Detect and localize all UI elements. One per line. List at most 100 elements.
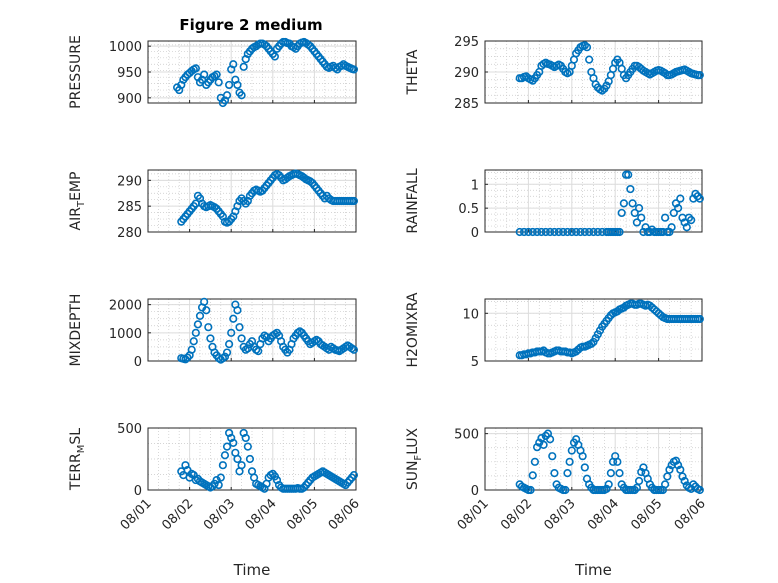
x-tick-label: 08/04 xyxy=(585,496,622,533)
x-tick-label: 08/02 xyxy=(159,496,196,533)
y-axis-label: AIRTEMP xyxy=(68,172,87,231)
data-point xyxy=(189,337,198,346)
data-point xyxy=(216,473,225,482)
data-point xyxy=(602,484,611,493)
data-point xyxy=(630,208,639,218)
data-point xyxy=(661,213,670,222)
data-point xyxy=(550,468,559,478)
data-point xyxy=(572,227,581,237)
y-tick-label: 0 xyxy=(134,484,142,499)
data-point xyxy=(628,199,637,208)
x-tick-label: 08/01 xyxy=(118,496,155,533)
data-point xyxy=(695,194,704,203)
data-point xyxy=(617,208,626,218)
data-point xyxy=(537,227,546,237)
data-point xyxy=(218,461,227,470)
y-tick-label: 900 xyxy=(117,92,142,107)
data-point xyxy=(580,227,589,237)
data-point xyxy=(535,438,544,447)
data-point xyxy=(237,334,246,343)
y-tick-label: 1000 xyxy=(109,40,142,55)
data-point xyxy=(200,297,209,306)
data-point xyxy=(615,227,624,237)
data-point xyxy=(665,227,674,237)
data-point xyxy=(214,78,223,87)
x-axis-label: Time xyxy=(574,561,612,579)
data-point xyxy=(528,471,537,480)
data-point xyxy=(632,218,642,227)
data-point xyxy=(587,339,596,348)
y-tick-label: 0 xyxy=(471,484,479,499)
x-tick-label: 08/03 xyxy=(201,496,238,533)
data-point xyxy=(195,311,205,321)
data-point xyxy=(582,43,592,52)
data-point xyxy=(615,468,624,478)
data-point xyxy=(598,86,607,95)
subplot-7: 0 500 08/01 08/02 08/03 08/04 08/05 08/06 Time TE… xyxy=(68,422,363,579)
data-point xyxy=(602,81,611,90)
data-point xyxy=(526,485,535,495)
data-point xyxy=(680,476,689,486)
subplot-2: 285 290 295 THETA xyxy=(405,35,704,112)
data-point xyxy=(565,457,574,466)
y-tick-label: 1 xyxy=(471,178,479,193)
y-axis-label: RAINFALL xyxy=(405,168,421,233)
data-point xyxy=(532,227,542,237)
x-tick-label: 08/05 xyxy=(284,496,321,533)
data-point xyxy=(254,347,263,356)
data-point xyxy=(349,196,359,206)
data-point xyxy=(554,227,563,237)
x-tick-label: 08/06 xyxy=(326,496,363,533)
data-point xyxy=(665,465,674,474)
data-point xyxy=(237,91,246,100)
y-tick-label: 290 xyxy=(454,66,479,81)
data-point xyxy=(689,480,698,489)
x-tick-label: 08/03 xyxy=(542,496,579,533)
data-point xyxy=(580,463,589,472)
data-point xyxy=(222,442,232,451)
subplot-1: 900 950 1000 PRESSURE xyxy=(68,35,359,109)
data-point xyxy=(220,352,230,361)
data-point xyxy=(563,468,572,478)
data-point xyxy=(545,227,555,237)
x-tick-label: 08/02 xyxy=(498,496,535,533)
data-point xyxy=(578,452,587,461)
data-point xyxy=(530,457,540,466)
data-point xyxy=(669,208,678,218)
data-point xyxy=(241,433,250,443)
data-point xyxy=(233,80,242,90)
data-point xyxy=(613,457,622,466)
data-point xyxy=(237,461,246,470)
data-point xyxy=(183,353,192,362)
data-point xyxy=(634,204,644,213)
data-point xyxy=(671,456,681,465)
data-point xyxy=(634,476,644,486)
data-point xyxy=(515,227,524,237)
data-point xyxy=(674,204,683,213)
x-tick-label: 08/05 xyxy=(628,496,665,533)
y-tick-label: 285 xyxy=(117,200,142,215)
data-point xyxy=(229,438,238,447)
data-point xyxy=(545,435,555,444)
data-point xyxy=(682,223,691,232)
axes-frame xyxy=(147,298,357,362)
data-point xyxy=(206,334,215,343)
x-tick-label: 08/06 xyxy=(672,496,709,533)
subplot-6: 5 10 H2OMIXRA xyxy=(405,292,704,370)
y-tick-label: 0 xyxy=(471,226,479,241)
data-point xyxy=(563,227,572,237)
data-point xyxy=(229,314,238,323)
subplot-3: 280 285 290 AIRTEMP xyxy=(68,169,359,241)
data-point xyxy=(637,467,646,477)
y-tick-label: 10 xyxy=(462,307,479,322)
data-point xyxy=(212,70,221,79)
subplot-4: 0 0.5 1 RAINFALL xyxy=(405,168,704,241)
data-point xyxy=(239,62,248,71)
axes-frame xyxy=(147,169,357,233)
data-point xyxy=(349,65,359,74)
data-point xyxy=(191,64,200,73)
data-point xyxy=(695,70,704,80)
data-point xyxy=(695,314,704,324)
data-point xyxy=(227,328,236,337)
